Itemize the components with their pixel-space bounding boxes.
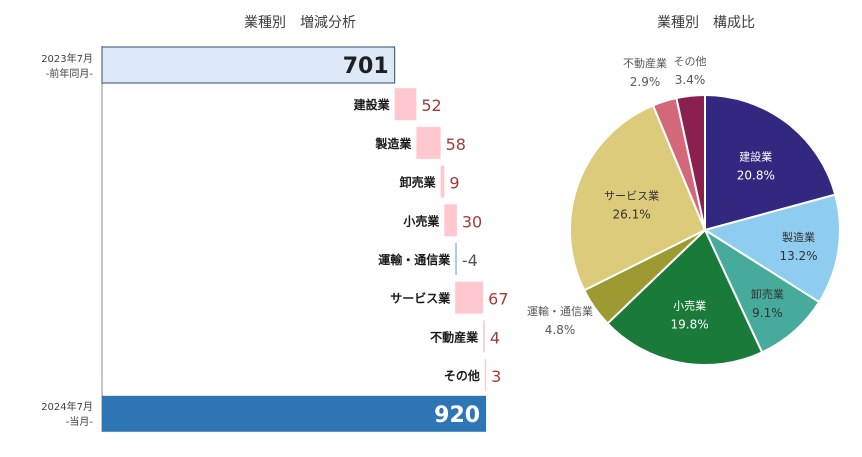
pie-slice-percent: 9.1% xyxy=(752,306,783,320)
pie-title: 業種別 構成比 xyxy=(657,15,755,31)
waterfall-start-label: 2023年7月 xyxy=(41,52,93,65)
waterfall-end-sublabel: -当月- xyxy=(66,415,94,428)
pie-slice-percent: 20.8% xyxy=(737,169,775,183)
waterfall-category-label: サービス業 xyxy=(390,291,451,306)
pie-slice-2 xyxy=(702,193,841,304)
waterfall-bar-8 xyxy=(484,359,487,392)
waterfall-chart: 701 2023年7月 -前年同月- 建設業 52 製造業 58 卸売業 9 小売業 30 運輸・通信… xyxy=(41,46,509,432)
waterfall-value-label: -4 xyxy=(462,251,478,270)
waterfall-value-label: 9 xyxy=(449,174,459,193)
waterfall-end-bar xyxy=(102,395,487,432)
pie-slice-1 xyxy=(704,93,837,232)
waterfall-bar-5 xyxy=(455,243,457,275)
pie-slice-percent: 2.9% xyxy=(630,75,661,89)
pie-slice-percent: 26.1% xyxy=(613,208,651,222)
waterfall-value-label: 52 xyxy=(421,96,441,115)
waterfall-start-value: 701 xyxy=(343,54,389,79)
waterfall-bar-7 xyxy=(483,320,485,353)
waterfall-category-label: 運輸・通信業 xyxy=(378,252,451,267)
waterfall-category-label: 製造業 xyxy=(374,136,412,151)
pie-slice-label: サービス業 xyxy=(604,190,659,203)
waterfall-start-bar xyxy=(101,46,396,84)
pie-chart: 建設業 20.8% 製造業 13.2% 卸売業 9.1% 小売業 19.8% 運輸・通信業 4.8… xyxy=(527,55,841,366)
waterfall-value-label: 3 xyxy=(491,367,501,386)
waterfall-bar-4 xyxy=(444,204,457,237)
waterfall-value-label: 30 xyxy=(462,212,482,231)
waterfall-end-value: 920 xyxy=(434,403,480,428)
pie-slice-label: 小売業 xyxy=(673,299,706,312)
pie-slice-label: 卸売業 xyxy=(751,287,784,301)
pie-slice-label: その他 xyxy=(674,55,707,68)
waterfall-bar-3 xyxy=(440,165,445,198)
pie-slice-percent: 13.2% xyxy=(779,249,817,263)
waterfall-value-label: 4 xyxy=(490,328,500,347)
pie-slice-label: 運輸・通信業 xyxy=(527,304,593,318)
waterfall-end-label: 2024年7月 xyxy=(41,400,93,413)
waterfall-category-label: 小売業 xyxy=(403,213,440,228)
pie-slice-label: 建設業 xyxy=(739,150,772,164)
waterfall-category-label: 建設業 xyxy=(353,97,391,112)
pie-slice-label: 製造業 xyxy=(782,230,815,244)
waterfall-category-label: 不動産業 xyxy=(430,329,479,344)
waterfall-bar-6 xyxy=(455,281,484,314)
waterfall-value-label: 58 xyxy=(446,135,466,154)
pie-slice-percent: 4.8% xyxy=(545,323,576,337)
waterfall-bar-2 xyxy=(416,126,441,159)
waterfall-category-label: 卸売業 xyxy=(400,175,437,190)
pie-slice-label: 不動産業 xyxy=(623,56,667,70)
waterfall-title: 業種別 増減分析 xyxy=(244,14,356,31)
waterfall-bar-1 xyxy=(394,88,417,121)
waterfall-value-label: 67 xyxy=(488,290,508,309)
pie-slice-percent: 3.4% xyxy=(675,73,706,87)
pie-slice-percent: 19.8% xyxy=(671,317,709,331)
pie-slice-4 xyxy=(606,228,764,366)
waterfall-category-label: その他 xyxy=(444,368,480,383)
waterfall-start-sublabel: -前年同月- xyxy=(46,67,94,80)
pie-slice-8 xyxy=(675,93,706,231)
